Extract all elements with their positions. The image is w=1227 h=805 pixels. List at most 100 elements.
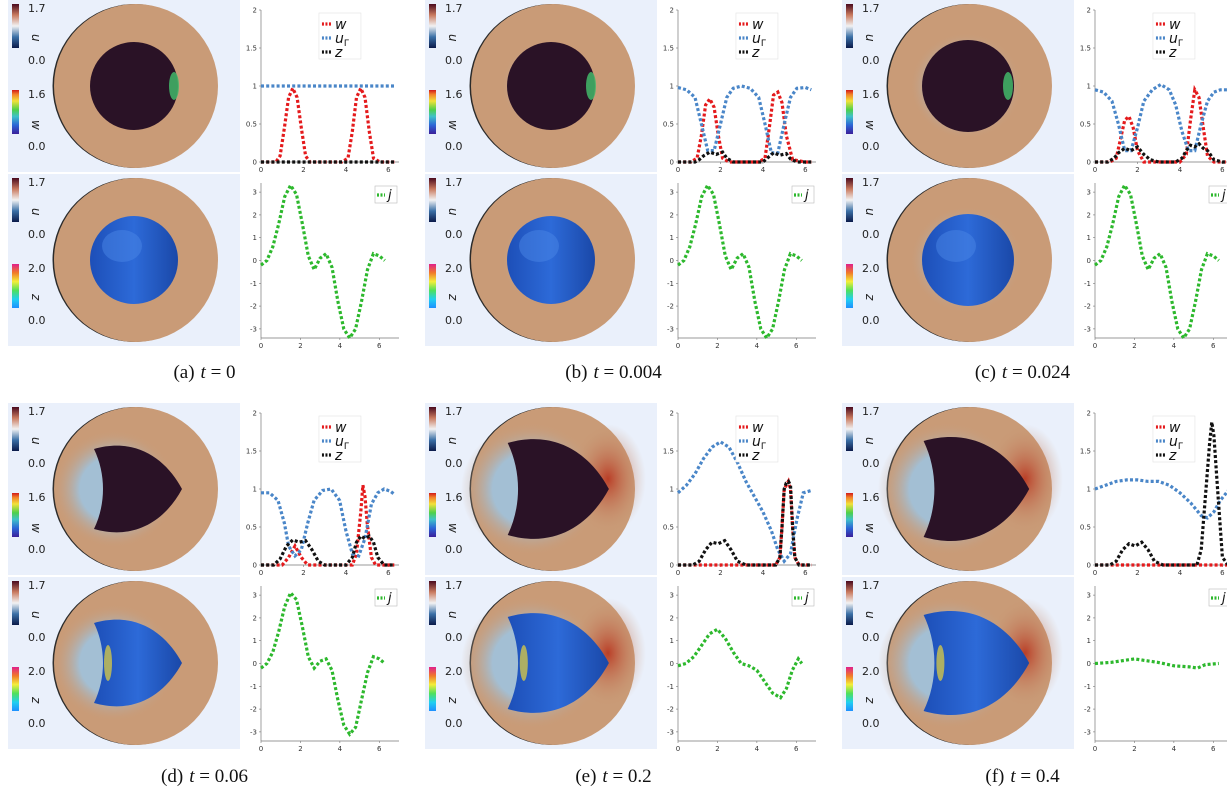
y-tick-label: 2	[253, 614, 257, 622]
y-tick-label: -1	[667, 280, 674, 288]
x-tick-label: 2	[1132, 745, 1136, 753]
colorbar-u-label: u	[29, 34, 43, 42]
y-tick-label: 2	[670, 410, 674, 418]
x-tick-label: 2	[298, 745, 302, 753]
series-w	[261, 84, 395, 164]
colorbar-w-max: 1.6	[445, 88, 463, 101]
legend-label-w: w	[1169, 420, 1181, 436]
caption-a: (a) t = 0	[0, 362, 409, 384]
y-tick-label: -1	[1084, 683, 1091, 691]
caption-e: (e) t = 0.2	[409, 766, 818, 788]
y-tick-label: 1	[1087, 637, 1091, 645]
colorbar-w-max: 1.6	[862, 491, 880, 504]
colorbar-u-min: 0.0	[862, 457, 880, 470]
colorbar-u	[846, 4, 853, 48]
colorbar-u-label: u	[863, 611, 877, 619]
y-tick-label: -3	[250, 728, 257, 736]
inner-domain	[507, 613, 609, 713]
interface-hotspot	[1003, 72, 1013, 100]
x-tick-label: 4	[338, 342, 343, 350]
inner-domain	[922, 214, 1014, 306]
y-tick-label: 1	[670, 637, 674, 645]
colorbar-z-label: z	[863, 696, 877, 704]
colorbar-w-label: w	[29, 120, 43, 130]
z-hotspot	[104, 645, 112, 681]
x-tick-label: 2	[1135, 166, 1139, 174]
y-tick-label: 3	[670, 592, 674, 600]
y-tick-label: -3	[1084, 325, 1091, 333]
x-tick-label: 0	[676, 342, 680, 350]
y-tick-label: 0	[253, 257, 257, 265]
y-tick-label: 0	[253, 562, 257, 570]
colorbar-u-max: 1.7	[28, 2, 46, 15]
colorbar-z	[12, 264, 19, 308]
y-tick-label: 1.5	[246, 45, 257, 53]
colorbar-u-min: 0.0	[862, 631, 880, 644]
shading-highlight	[102, 230, 142, 262]
colorbar-u	[12, 581, 19, 625]
y-tick-label: 0.5	[1080, 121, 1091, 129]
inner-domain	[922, 40, 1014, 132]
y-tick-label: 0	[1087, 562, 1091, 570]
colorbar-u-min: 0.0	[445, 54, 463, 67]
interface-hotspot	[169, 72, 179, 100]
colorbar-w	[429, 493, 436, 537]
legend-subscript: Γ	[761, 442, 766, 452]
y-tick-label: -2	[667, 706, 674, 714]
x-tick-label: 4	[1178, 569, 1183, 577]
colorbar-u-min: 0.0	[28, 457, 46, 470]
colorbar-z-max: 2.0	[445, 665, 463, 678]
colorbar-u-max: 1.7	[445, 176, 463, 189]
series-uGamma	[676, 440, 812, 565]
caption-label: (a)	[173, 362, 195, 383]
x-tick-label: 6	[1220, 569, 1225, 577]
y-tick-label: 3	[253, 592, 257, 600]
colorbar-z-min: 0.0	[862, 314, 880, 327]
legend-label-z: z	[334, 45, 343, 61]
colorbar-u	[846, 407, 853, 451]
colorbar-u	[12, 407, 19, 451]
x-tick-label: 0	[259, 342, 263, 350]
colorbar-u-label: u	[446, 208, 460, 216]
legend-label-w: w	[1169, 17, 1181, 33]
y-tick-label: 2	[670, 614, 674, 622]
series-z	[678, 150, 812, 164]
x-tick-label: 6	[803, 166, 808, 174]
y-tick-label: 2	[1087, 410, 1091, 418]
legend-subscript: Γ	[1178, 39, 1183, 49]
colorbar-w-min: 0.0	[445, 140, 463, 153]
colorbar-w-max: 1.6	[862, 88, 880, 101]
y-tick-label: -1	[250, 280, 257, 288]
colorbar-u-min: 0.0	[862, 228, 880, 241]
y-tick-label: 0	[1087, 159, 1091, 167]
colorbar-z	[846, 264, 853, 308]
x-tick-label: 4	[1172, 342, 1177, 350]
x-tick-label: 6	[1220, 166, 1225, 174]
plot-j: -3 -2 -1 0 1 2 3 0 2 4 6 j	[250, 182, 399, 350]
inner-domain	[90, 216, 178, 304]
caption-label: (f)	[985, 766, 1005, 787]
caption-d: (d) t = 0.06	[0, 766, 409, 788]
inner-domain	[923, 610, 1030, 716]
y-tick-label: 0	[670, 562, 674, 570]
y-tick-label: -1	[1084, 280, 1091, 288]
y-tick-label: 1	[253, 83, 257, 91]
x-tick-label: 6	[386, 569, 391, 577]
caption-time: t = 0.004	[593, 362, 662, 383]
colorbar-z-max: 2.0	[445, 262, 463, 275]
y-tick-label: 1	[253, 637, 257, 645]
y-tick-label: 1	[253, 486, 257, 494]
y-tick-label: 2	[1087, 7, 1091, 15]
y-tick-label: 2	[253, 7, 257, 15]
caption-time: t = 0.06	[189, 766, 248, 787]
y-tick-label: 1.5	[246, 448, 257, 456]
inner-domain	[923, 436, 1030, 542]
legend-label-j: j	[386, 591, 392, 606]
y-tick-label: -1	[250, 683, 257, 691]
y-tick-label: 1	[670, 234, 674, 242]
